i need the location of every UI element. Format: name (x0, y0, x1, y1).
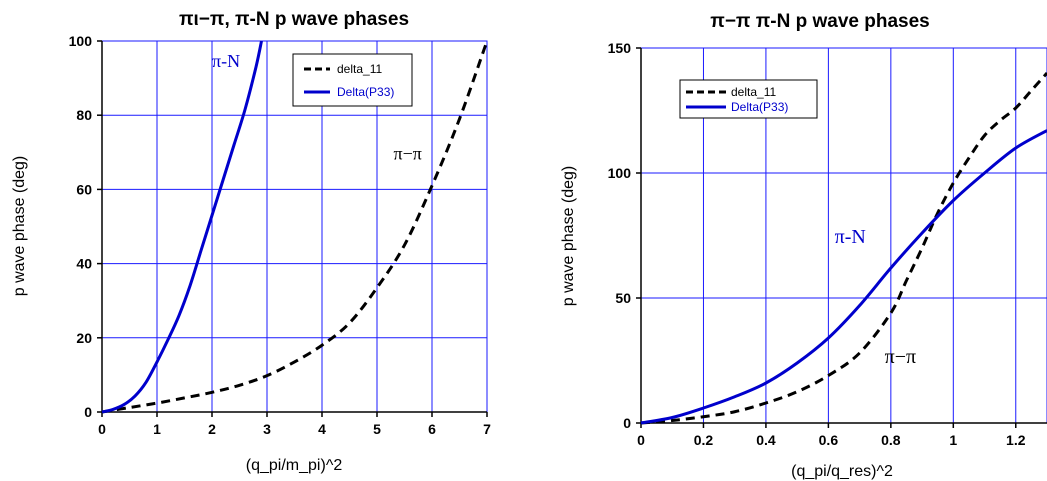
chart-title: πι−π, π-N p wave phases (179, 9, 409, 30)
x-tick-label: 0 (637, 432, 645, 448)
x-tick-label: 1.2 (1006, 432, 1026, 448)
y-tick-label: 20 (76, 330, 92, 346)
x-tick-label: 5 (373, 421, 381, 437)
x-tick-label: 2 (208, 421, 216, 437)
legend-label: delta_11 (337, 62, 382, 76)
series-line-delta-11 (640, 72, 1047, 425)
legend-box (679, 79, 818, 119)
x-tick-label: 1 (153, 421, 161, 437)
x-tick-label: 6 (428, 421, 436, 437)
y-tick-label: 0 (84, 404, 92, 420)
series-line-delta-p33- (101, 40, 263, 414)
y-tick-label: 150 (608, 40, 632, 56)
y-tick-label: 100 (69, 33, 93, 49)
series-line-delta-p33- (640, 129, 1047, 425)
x-tick-label: 3 (263, 421, 271, 437)
x-tick-label: 0.8 (881, 432, 901, 448)
chart-right: π−π π-N p wave phases p wave phase (deg)… (560, 11, 1047, 480)
y-axis-label: p wave phase (deg) (11, 156, 28, 297)
curve-annotation: π-N (212, 51, 240, 71)
legend-label: Delta(P33) (337, 85, 394, 99)
y-axis-label: p wave phase (deg) (560, 166, 577, 307)
x-tick-label: 7 (483, 421, 491, 437)
x-axis-label: (q_pi/q_res)^2 (791, 463, 893, 480)
y-tick-label: 80 (76, 107, 92, 123)
curve-annotation: π−π (394, 144, 422, 164)
series-line-delta-11 (101, 40, 489, 414)
y-tick-label: 60 (76, 181, 92, 197)
x-tick-label: 4 (318, 421, 326, 437)
chart-left: πι−π, π-N p wave phases p wave phase (de… (11, 9, 491, 474)
legend-label: delta_11 (731, 85, 776, 99)
y-tick-label: 50 (615, 290, 631, 306)
x-tick-label: 0.2 (694, 432, 714, 448)
y-tick-label: 40 (76, 256, 92, 272)
legend-label: Delta(P33) (731, 100, 788, 114)
x-tick-label: 0.4 (756, 432, 776, 448)
x-tick-label: 0 (98, 421, 106, 437)
x-tick-label: 1 (949, 432, 957, 448)
curve-annotation: π-N (835, 226, 866, 248)
y-tick-label: 100 (608, 165, 632, 181)
legend-box (292, 53, 413, 107)
x-tick-label: 0.6 (819, 432, 839, 448)
y-tick-label: 0 (623, 415, 631, 431)
x-axis-label: (q_pi/m_pi)^2 (246, 457, 343, 474)
curve-annotation: π−π (885, 346, 916, 368)
chart-title: π−π π-N p wave phases (710, 11, 929, 32)
